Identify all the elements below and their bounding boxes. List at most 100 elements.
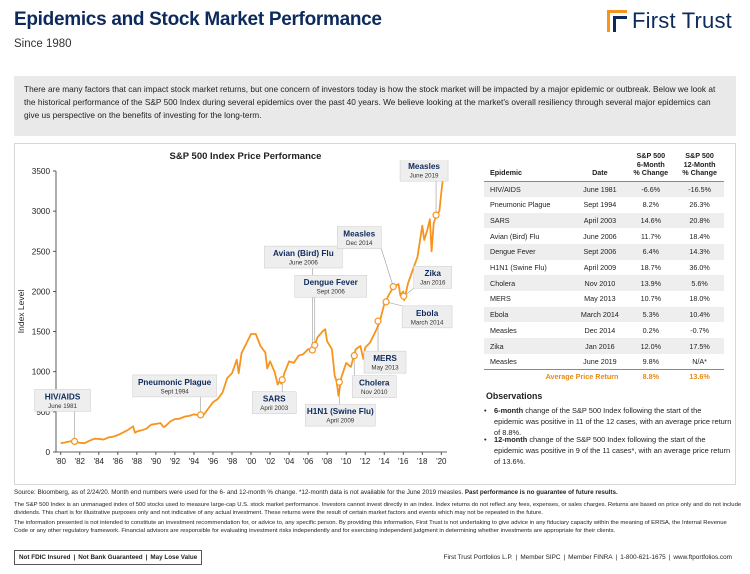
header-twelve-month: S&P 500 12-Month % Change (675, 150, 724, 182)
advice-disclaimer: The information presented is not intende… (14, 520, 727, 535)
page-title: Epidemics and Stock Market Performance (14, 9, 382, 30)
cell-six-month: 18.7% (640, 263, 661, 273)
x-tick-label: '18 (417, 457, 428, 466)
cell-twelve-month: 18.4% (689, 231, 710, 241)
x-tick-label: '86 (113, 457, 124, 466)
header-six-month: S&P 500 6-Month % Change (626, 150, 676, 182)
cell-twelve-month: 10.4% (675, 306, 724, 323)
cell-twelve-month: -0.7% (690, 325, 709, 335)
cell-epidemic: Zika (484, 338, 574, 354)
footer-contact: First Trust Portfolios L.P. | Member SIPC… (443, 554, 732, 561)
cell-epidemic: Ebola (484, 306, 574, 323)
table-row: Pneumonic Plague Sept 1994 8.2% 26.3% (484, 197, 724, 213)
table-row: SARS April 2003 14.6% 20.8% (484, 212, 724, 229)
y-tick-label: 0 (45, 448, 50, 457)
annotation-box (34, 389, 91, 412)
annotation-label: Measles (408, 162, 440, 171)
annotation-label: SARS (263, 395, 286, 404)
cell-date: June 2006 (583, 231, 617, 241)
average-six: 8.8% (626, 369, 676, 384)
cell-epidemic: Measles (490, 325, 517, 335)
event-marker (382, 298, 390, 306)
average-twelve: 13.6% (675, 369, 724, 384)
sp500-line-chart: 0 500 1000 1500 2000 2500 3000 3500 Index Level '… (16, 160, 453, 466)
cell-six-month: 10.7% (640, 294, 661, 304)
footer-website-link[interactable]: www.ftportfolios.com (673, 554, 732, 561)
annotation-date: May 2013 (371, 365, 399, 372)
x-tick-label: '16 (398, 457, 409, 466)
annotation-date: June 2019 (410, 173, 439, 180)
x-tick-label: '96 (208, 457, 219, 466)
event-marker (335, 378, 343, 386)
x-tick-label: '80 (56, 457, 67, 466)
y-tick-label: 3500 (32, 167, 51, 176)
cell-six-month: 0.2% (642, 325, 659, 335)
badge-may-lose: May Lose Value (150, 554, 198, 561)
badge-not-bank: Not Bank Guaranteed (78, 554, 143, 561)
annotation-connector (380, 248, 394, 287)
table-row: Cholera Nov 2010 13.9% 5.6% (484, 275, 724, 292)
annotation-box (132, 374, 217, 398)
x-tick-label: '10 (341, 457, 352, 466)
chart-panel (14, 143, 736, 485)
annotation-box (251, 391, 297, 414)
annotation-date: Sept 1994 (160, 388, 189, 395)
cell-epidemic: Avian (Bird) Flu (490, 231, 540, 241)
annotation-date: April 2003 (260, 405, 288, 412)
x-tick-label: '84 (94, 457, 105, 466)
page-subtitle: Since 1980 (14, 38, 72, 50)
x-tick-label: '12 (360, 457, 371, 466)
logo-text: First Trust (632, 8, 732, 33)
cell-date: Dec 2014 (584, 325, 616, 335)
cell-date: April 2003 (573, 212, 627, 229)
table-row: HIV/AIDS June 1981 -6.6% -16.5% (484, 181, 724, 197)
y-tick-label: 3000 (32, 207, 51, 216)
compliance-badges: Not FDIC Insured | Not Bank Guaranteed |… (14, 550, 203, 565)
cell-twelve-month: N/A* (692, 356, 707, 366)
event-marker (311, 341, 319, 349)
annotation-label: HIV/AIDS (45, 392, 81, 401)
cell-epidemic: SARS (484, 212, 574, 229)
y-tick-label: 2000 (32, 287, 51, 296)
cell-six-month: 9.8% (642, 356, 659, 366)
annotation-label: H1N1 (Swine Flu) (307, 407, 374, 416)
annotation-box (351, 375, 397, 398)
annotation-date: June 1981 (48, 403, 77, 410)
epidemic-table: Epidemic Date S&P 500 6-Month % Change S… (484, 150, 724, 384)
annotation-date: Nov 2010 (361, 389, 388, 396)
annotation-date: April 2009 (326, 418, 354, 425)
annotation-box (399, 160, 449, 182)
cell-twelve-month: 18.0% (689, 294, 710, 304)
x-tick-label: '90 (151, 457, 162, 466)
annotation-box (413, 265, 452, 289)
cell-date: Sept 2006 (573, 244, 627, 260)
y-tick-label: 2500 (32, 247, 51, 256)
annotation-box (294, 274, 368, 298)
cell-twelve-month: 20.8% (675, 212, 724, 229)
x-tick-label: '20 (436, 457, 447, 466)
cell-six-month: 12.0% (626, 338, 676, 354)
x-tick-label: '98 (227, 457, 238, 466)
event-marker (70, 437, 79, 446)
event-marker (350, 352, 358, 360)
cell-six-month: 5.3% (626, 306, 676, 323)
event-marker (389, 283, 397, 291)
annotation-box (264, 245, 343, 269)
y-tick-label: 1000 (32, 368, 51, 377)
cell-six-month: -6.6% (626, 181, 676, 197)
x-tick-label: '08 (322, 457, 333, 466)
event-marker (374, 317, 382, 325)
cell-twelve-month: 26.3% (689, 200, 710, 210)
average-row: Average Price Return 8.8% 13.6% (484, 369, 724, 384)
cell-date: Sept 1994 (583, 200, 617, 210)
annotation-label: Avian (Bird) Flu (273, 249, 334, 258)
chart-title: S&P 500 Index Price Performance (169, 151, 322, 162)
annotation-label: Dengue Fever (304, 278, 359, 287)
cell-epidemic: Measles (490, 356, 517, 366)
cell-epidemic: Cholera (484, 275, 574, 292)
event-marker (432, 211, 440, 219)
x-tick-label: '88 (132, 457, 143, 466)
x-tick-label: '82 (75, 457, 86, 466)
observation-item: • 12-month change of the S&P 500 Index f… (484, 435, 731, 466)
annotation-box (305, 403, 376, 427)
